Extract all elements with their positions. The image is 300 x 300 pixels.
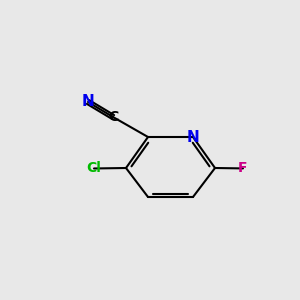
Text: Cl: Cl — [87, 161, 101, 176]
Text: N: N — [82, 94, 94, 110]
Text: C: C — [108, 110, 118, 124]
Text: N: N — [187, 130, 200, 145]
Text: F: F — [238, 161, 248, 176]
